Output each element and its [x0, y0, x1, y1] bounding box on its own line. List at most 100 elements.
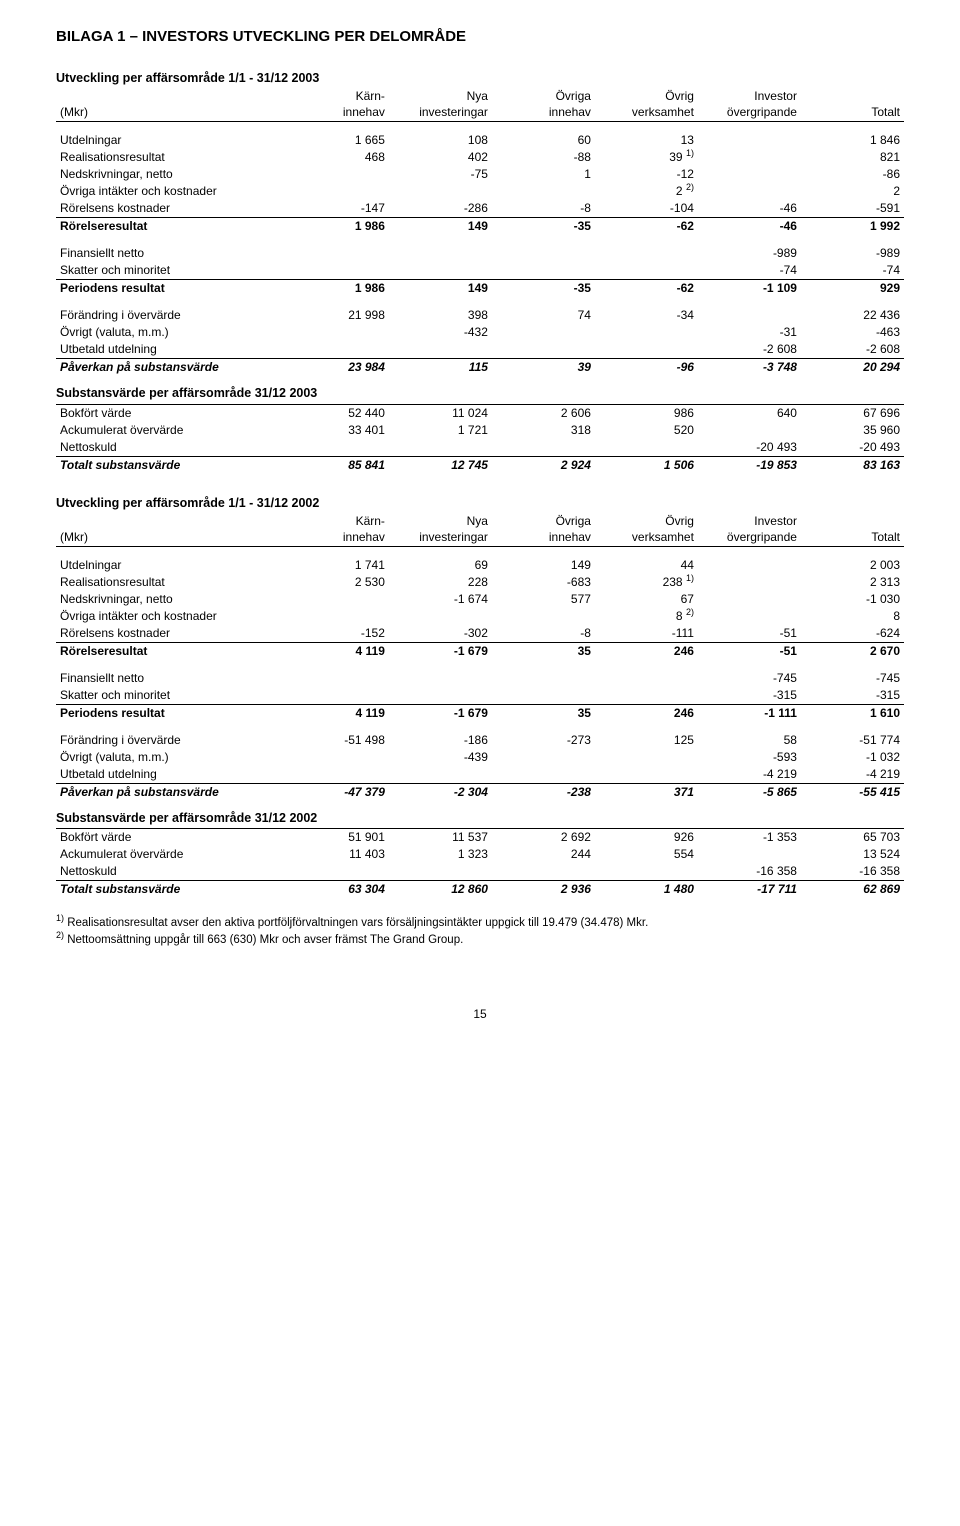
- cell: -2 608: [801, 341, 904, 359]
- cell: -51: [698, 625, 801, 643]
- cell: 67 696: [801, 404, 904, 422]
- hdr-top: Kärn-: [286, 88, 389, 104]
- row-label: Övrigt (valuta, m.m.): [56, 749, 286, 766]
- cell: [389, 766, 492, 784]
- row-label: Realisationsresultat: [56, 149, 286, 166]
- hdr-top: Övrig: [595, 88, 698, 104]
- cell: 35: [492, 704, 595, 722]
- cell: -439: [389, 749, 492, 766]
- row-label: Totalt substansvärde: [56, 881, 286, 899]
- cell: [492, 439, 595, 457]
- cell: -51 498: [286, 732, 389, 749]
- cell: -624: [801, 625, 904, 643]
- hdr-top: Kärn-: [286, 513, 389, 529]
- cell: [698, 422, 801, 439]
- cell: -104: [595, 200, 698, 218]
- cell: 1 992: [801, 217, 904, 235]
- footnote-text: Realisationsresultat avser den aktiva po…: [64, 917, 648, 929]
- row-label: Totalt substansvärde: [56, 456, 286, 474]
- cell: 398: [389, 307, 492, 324]
- cell: -4 219: [801, 766, 904, 784]
- row-label: Bokfört värde: [56, 404, 286, 422]
- row-label: Utbetald utdelning: [56, 766, 286, 784]
- cell: 318: [492, 422, 595, 439]
- footnote-text: Nettoomsättning uppgår till 663 (630) Mk…: [64, 934, 463, 946]
- cell: -302: [389, 625, 492, 643]
- cell: -989: [801, 245, 904, 262]
- hdr-bottom: investeringar: [389, 104, 492, 122]
- cell: [698, 574, 801, 591]
- hdr-bottom: innehav: [286, 529, 389, 547]
- hdr-bottom: övergripande: [698, 529, 801, 547]
- cell: -273: [492, 732, 595, 749]
- cell: -2 304: [389, 783, 492, 801]
- row-label: Påverkan på substansvärde: [56, 358, 286, 376]
- cell: -591: [801, 200, 904, 218]
- cell: -46: [698, 217, 801, 235]
- cell: -3 748: [698, 358, 801, 376]
- hdr-bottom: Totalt: [801, 529, 904, 547]
- cell: -1 674: [389, 591, 492, 608]
- cell: 13: [595, 132, 698, 149]
- cell: -745: [698, 670, 801, 687]
- cell: 246: [595, 704, 698, 722]
- cell: -74: [698, 262, 801, 280]
- cell: -111: [595, 625, 698, 643]
- cell: -46: [698, 200, 801, 218]
- row-label: Nettoskuld: [56, 863, 286, 881]
- cell: -1 679: [389, 704, 492, 722]
- cell: [698, 132, 801, 149]
- cell: -35: [492, 217, 595, 235]
- cell: 2: [801, 183, 904, 200]
- footnote-sup: 2): [56, 930, 64, 940]
- cell: [698, 166, 801, 183]
- cell: 108: [389, 132, 492, 149]
- hdr-top: Nya: [389, 88, 492, 104]
- cell: [286, 262, 389, 280]
- cell: 1 986: [286, 279, 389, 297]
- cell: 2 2): [595, 183, 698, 200]
- cell: 13 524: [801, 846, 904, 863]
- hdr-bottom: innehav: [492, 104, 595, 122]
- hdr-top: Övriga: [492, 88, 595, 104]
- cell: 1 721: [389, 422, 492, 439]
- cell: -593: [698, 749, 801, 766]
- row-label: Realisationsresultat: [56, 574, 286, 591]
- cell: 4 119: [286, 642, 389, 660]
- table-2002-sub: Bokfört värde51 90111 5372 692926-1 3536…: [56, 828, 904, 898]
- cell: [595, 341, 698, 359]
- table-2003: Kärn- Nya Övriga Övrig Investor (Mkr) in…: [56, 88, 904, 376]
- cell: -31: [698, 324, 801, 341]
- cell: -315: [698, 687, 801, 705]
- cell: -2 608: [698, 341, 801, 359]
- row-label: Skatter och minoritet: [56, 687, 286, 705]
- hdr-top: Investor: [698, 88, 801, 104]
- cell: -152: [286, 625, 389, 643]
- cell: 4 119: [286, 704, 389, 722]
- cell: -62: [595, 217, 698, 235]
- cell: 468: [286, 149, 389, 166]
- row-label: Skatter och minoritet: [56, 262, 286, 280]
- cell: -432: [389, 324, 492, 341]
- cell: 39 1): [595, 149, 698, 166]
- cell: -147: [286, 200, 389, 218]
- hdr-bottom: innehav: [492, 529, 595, 547]
- cell: 12 860: [389, 881, 492, 899]
- hdr-bottom: övergripande: [698, 104, 801, 122]
- cell: 2 313: [801, 574, 904, 591]
- cell: 371: [595, 783, 698, 801]
- cell: 83 163: [801, 456, 904, 474]
- cell: [492, 863, 595, 881]
- cell: -238: [492, 783, 595, 801]
- sub-title-2003: Substansvärde per affärsområde 31/12 200…: [56, 386, 904, 402]
- hdr-top: Nya: [389, 513, 492, 529]
- cell: 58: [698, 732, 801, 749]
- cell: 62 869: [801, 881, 904, 899]
- cell: -1 679: [389, 642, 492, 660]
- cell: 2 530: [286, 574, 389, 591]
- hdr-bottom: verksamhet: [595, 104, 698, 122]
- cell: [698, 557, 801, 574]
- cell: 67: [595, 591, 698, 608]
- cell: [492, 324, 595, 341]
- cell: 35: [492, 642, 595, 660]
